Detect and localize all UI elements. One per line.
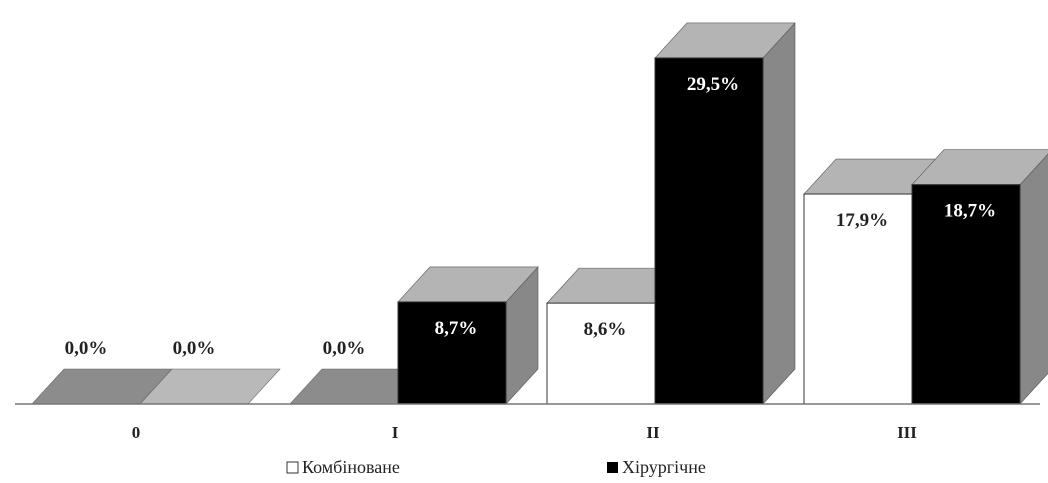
legend-label-series-2: Хірургічне [622, 457, 706, 477]
data-label: 0,0% [173, 338, 216, 359]
x-tick-label: II [646, 423, 660, 442]
bar-side-face [763, 23, 795, 404]
data-label: 0,0% [323, 338, 366, 359]
data-label: 29,5% [687, 74, 739, 95]
bar-Хірургічне-III [912, 150, 1048, 404]
data-label: 8,7% [435, 318, 478, 339]
legend: Комбіноване Хірургічне [287, 457, 706, 477]
legend-swatch-series-1 [287, 462, 298, 473]
data-label: 8,6% [584, 319, 627, 340]
data-label: 0,0% [65, 338, 108, 359]
bar-side-face [1020, 150, 1048, 404]
legend-swatch-series-2 [607, 462, 618, 473]
x-tick-label: 0 [132, 423, 141, 442]
x-tick-label: I [392, 423, 399, 442]
legend-label-series-1: Комбіноване [302, 457, 400, 477]
x-axis-ticks: 0 I II III [132, 423, 918, 442]
data-label: 17,9% [836, 210, 888, 231]
data-label: 18,7% [944, 201, 996, 222]
x-tick-label: III [897, 423, 917, 442]
bar-front-face [655, 58, 763, 404]
